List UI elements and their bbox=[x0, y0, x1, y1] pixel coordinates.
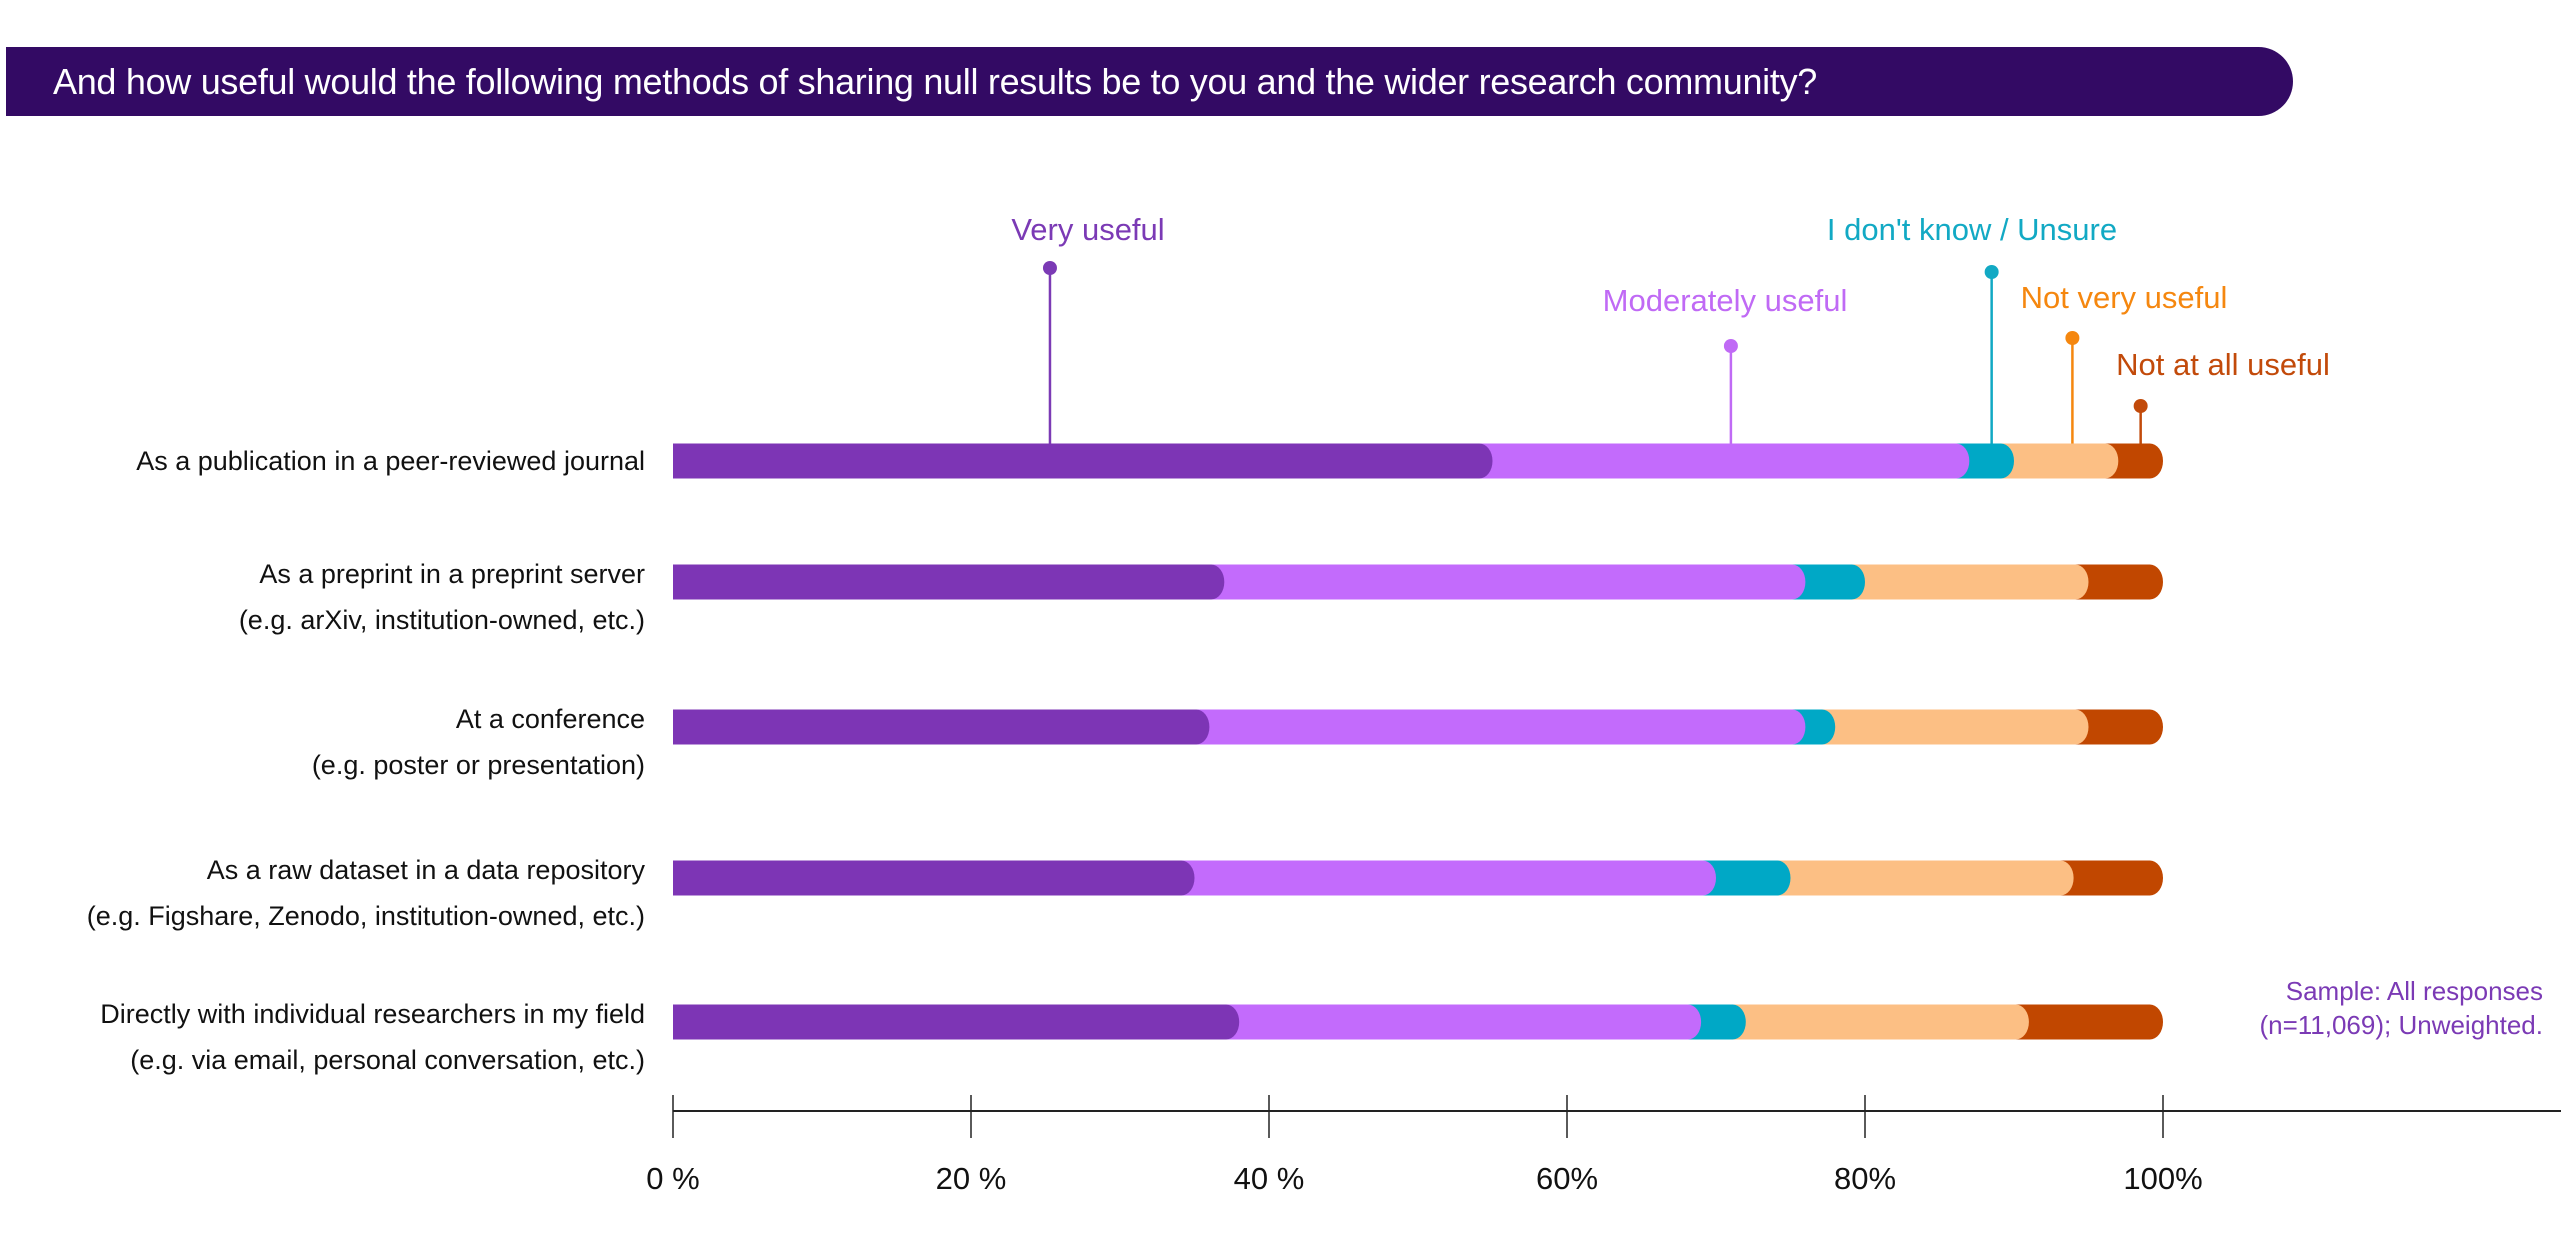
sample-note: Sample: All responses (n=11,069); Unweig… bbox=[2259, 976, 2543, 1040]
legend: Very useful Moderately useful I don't know… bbox=[1011, 212, 2330, 444]
bar-segment-very-useful bbox=[673, 709, 1210, 745]
legend-label: Not very useful bbox=[2021, 280, 2228, 315]
bar-row bbox=[673, 443, 2163, 479]
legend-label: I don't know / Unsure bbox=[1827, 212, 2117, 247]
row-label-subtitle: (e.g. poster or presentation) bbox=[312, 750, 645, 780]
row-label-title: As a publication in a peer-reviewed jour… bbox=[136, 446, 645, 476]
row-label-subtitle: (e.g. Figshare, Zenodo, institution-owne… bbox=[87, 901, 645, 931]
legend-item: I don't know / Unsure bbox=[1827, 212, 2117, 444]
bar-row bbox=[673, 860, 2163, 896]
legend-dot-icon bbox=[1042, 261, 1057, 275]
legend-item: Not very useful bbox=[2021, 280, 2228, 444]
row-label-title: As a preprint in a preprint server bbox=[259, 559, 645, 589]
x-axis-tick-label: 0 % bbox=[646, 1161, 699, 1196]
sample-note-line2: (n=11,069); Unweighted. bbox=[2259, 1010, 2543, 1040]
legend-item: Moderately useful bbox=[1603, 283, 1848, 444]
row-label: As a raw dataset in a data repository (e.… bbox=[87, 855, 646, 931]
legend-label: Moderately useful bbox=[1603, 283, 1848, 318]
title-banner: And how useful would the following metho… bbox=[6, 47, 2293, 116]
row-label-subtitle: (e.g. via email, personal conversation, … bbox=[130, 1045, 645, 1075]
bars bbox=[673, 443, 2163, 1040]
legend-item: Not at all useful bbox=[2116, 347, 2330, 444]
row-label: At a conference (e.g. poster or presentat… bbox=[312, 704, 645, 780]
row-label-title: As a raw dataset in a data repository bbox=[207, 855, 646, 885]
x-axis-tick-label: 60% bbox=[1536, 1161, 1598, 1196]
bar-row bbox=[673, 709, 2163, 745]
legend-dot-icon bbox=[1723, 339, 1738, 353]
legend-dot-icon bbox=[1984, 265, 1999, 279]
row-label-title: At a conference bbox=[456, 704, 645, 734]
bar-segment-very-useful bbox=[673, 564, 1225, 600]
x-axis-tick-label: 80% bbox=[1834, 1161, 1896, 1196]
x-axis-tick-label: 40 % bbox=[1234, 1161, 1305, 1196]
row-labels: As a publication in a peer-reviewed jour… bbox=[87, 446, 646, 1075]
row-label-title: Directly with individual researchers in … bbox=[100, 999, 645, 1029]
bar-row bbox=[673, 1004, 2163, 1040]
chart-title: And how useful would the following metho… bbox=[53, 61, 1817, 102]
legend-dot-icon bbox=[2065, 331, 2080, 345]
legend-label: Very useful bbox=[1011, 212, 1164, 247]
x-axis-tick-label: 20 % bbox=[936, 1161, 1007, 1196]
bar-segment-very-useful bbox=[673, 443, 1493, 479]
legend-dot-icon bbox=[2133, 399, 2148, 413]
bar-row bbox=[673, 564, 2163, 600]
legend-item: Very useful bbox=[1011, 212, 1165, 444]
x-axis-tick-label: 100% bbox=[2123, 1161, 2202, 1196]
sample-note-line1: Sample: All responses bbox=[2286, 976, 2543, 1006]
row-label: Directly with individual researchers in … bbox=[100, 999, 645, 1075]
bar-segment-very-useful bbox=[673, 860, 1195, 896]
row-label: As a preprint in a preprint server (e.g. … bbox=[239, 559, 645, 635]
bar-segment-very-useful bbox=[673, 1004, 1240, 1040]
row-label: As a publication in a peer-reviewed jour… bbox=[136, 446, 645, 476]
x-axis: 0 % 20 % 40 % 60% 80% 100% bbox=[646, 1095, 2561, 1196]
row-label-subtitle: (e.g. arXiv, institution-owned, etc.) bbox=[239, 605, 645, 635]
legend-label: Not at all useful bbox=[2116, 347, 2330, 382]
